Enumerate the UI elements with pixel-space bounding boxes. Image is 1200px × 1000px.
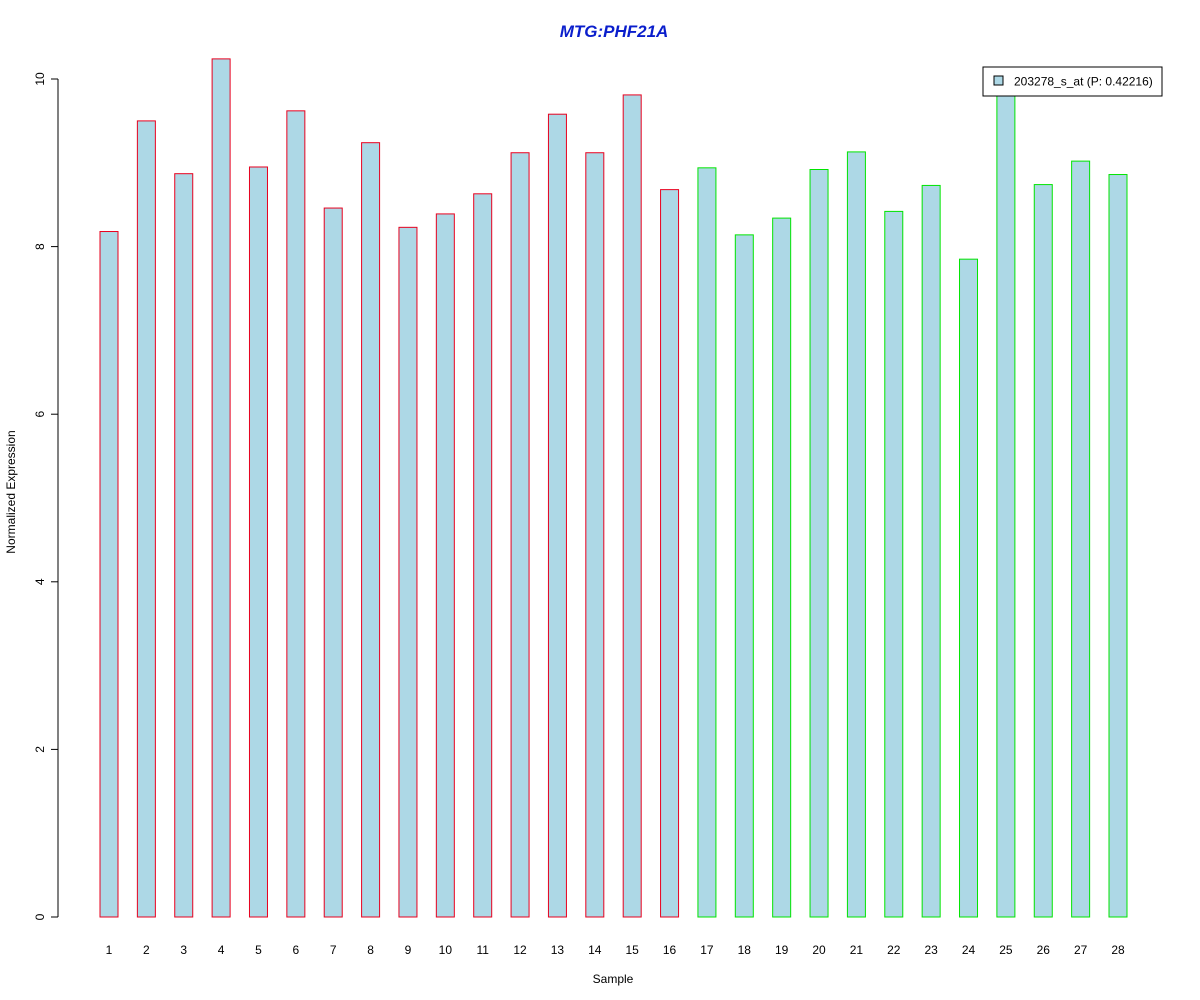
chart-title: MTG:PHF21A [560,22,669,41]
x-tick-label: 6 [293,943,300,957]
x-tick-label: 25 [999,943,1013,957]
bar-sample-18 [734,234,754,918]
x-tick-label: 20 [812,943,826,957]
bar-sample-27 [1071,160,1091,918]
bar-sample-3 [174,173,194,918]
x-tick-label: 24 [962,943,976,957]
bar-sample-13 [547,113,567,918]
y-axis: 0 2 4 6 8 10 [33,72,59,920]
x-tick-label: 13 [551,943,565,957]
x-tick-label: 26 [1037,943,1051,957]
x-tick-label: 14 [588,943,602,957]
y-axis-label: Normalized Expression [4,430,18,553]
x-tick-label: 27 [1074,943,1088,957]
x-tick-label: 5 [255,943,262,957]
x-axis-tick-labels: 1 2 3 4 5 6 7 8 9 10 11 12 13 14 15 16 17 18 19 20 21 22 23 24 2… [106,943,1125,957]
x-tick-label: 18 [738,943,752,957]
x-tick-label: 10 [439,943,453,957]
y-tick-label: 2 [33,746,47,753]
bar-sample-8 [361,142,381,918]
x-tick-label: 15 [626,943,640,957]
x-tick-label: 21 [850,943,864,957]
x-tick-label: 28 [1111,943,1125,957]
bar-sample-6 [286,110,306,918]
bar-sample-19 [772,217,792,918]
bar-sample-22 [884,210,904,918]
x-tick-label: 4 [218,943,225,957]
x-tick-label: 12 [513,943,527,957]
bar-sample-1 [99,231,119,918]
bar-sample-21 [846,151,866,918]
bar-sample-12 [510,152,530,918]
bars-group [99,58,1128,918]
y-tick-label: 4 [33,578,47,585]
bar-sample-15 [622,94,642,918]
x-tick-label: 16 [663,943,677,957]
legend-swatch [993,75,1004,86]
bar-sample-11 [473,193,493,918]
y-tick-label: 8 [33,243,47,250]
bar-sample-28 [1108,174,1128,918]
y-tick-label: 10 [33,72,47,86]
legend: 203278_s_at (P: 0.42216) [982,66,1163,97]
bar-sample-4 [211,58,231,918]
bar-sample-24 [959,258,979,918]
y-tick-label: 0 [33,913,47,920]
bar-sample-20 [809,169,829,918]
x-tick-label: 3 [180,943,187,957]
x-tick-label: 19 [775,943,789,957]
x-tick-label: 7 [330,943,337,957]
bar-sample-23 [921,184,941,918]
bar-sample-26 [1033,184,1053,918]
x-tick-label: 9 [405,943,412,957]
x-tick-label: 17 [700,943,714,957]
bar-sample-2 [136,120,156,918]
bar-sample-7 [323,207,343,918]
x-tick-label: 8 [367,943,374,957]
bar-sample-16 [660,189,680,918]
legend-label: 203278_s_at (P: 0.42216) [1014,75,1153,89]
bar-sample-14 [585,152,605,918]
bar-sample-9 [398,226,418,918]
x-tick-label: 11 [476,943,489,957]
bar-sample-5 [248,166,268,918]
y-tick-label: 6 [33,411,47,418]
legend-box [982,66,1163,97]
x-tick-label: 1 [106,943,113,957]
bar-sample-25 [996,91,1016,918]
x-tick-label: 22 [887,943,901,957]
x-tick-label: 23 [924,943,938,957]
bar-sample-17 [697,167,717,918]
x-axis-label: Sample [593,972,634,986]
x-tick-label: 2 [143,943,150,957]
bar-sample-10 [435,213,455,918]
